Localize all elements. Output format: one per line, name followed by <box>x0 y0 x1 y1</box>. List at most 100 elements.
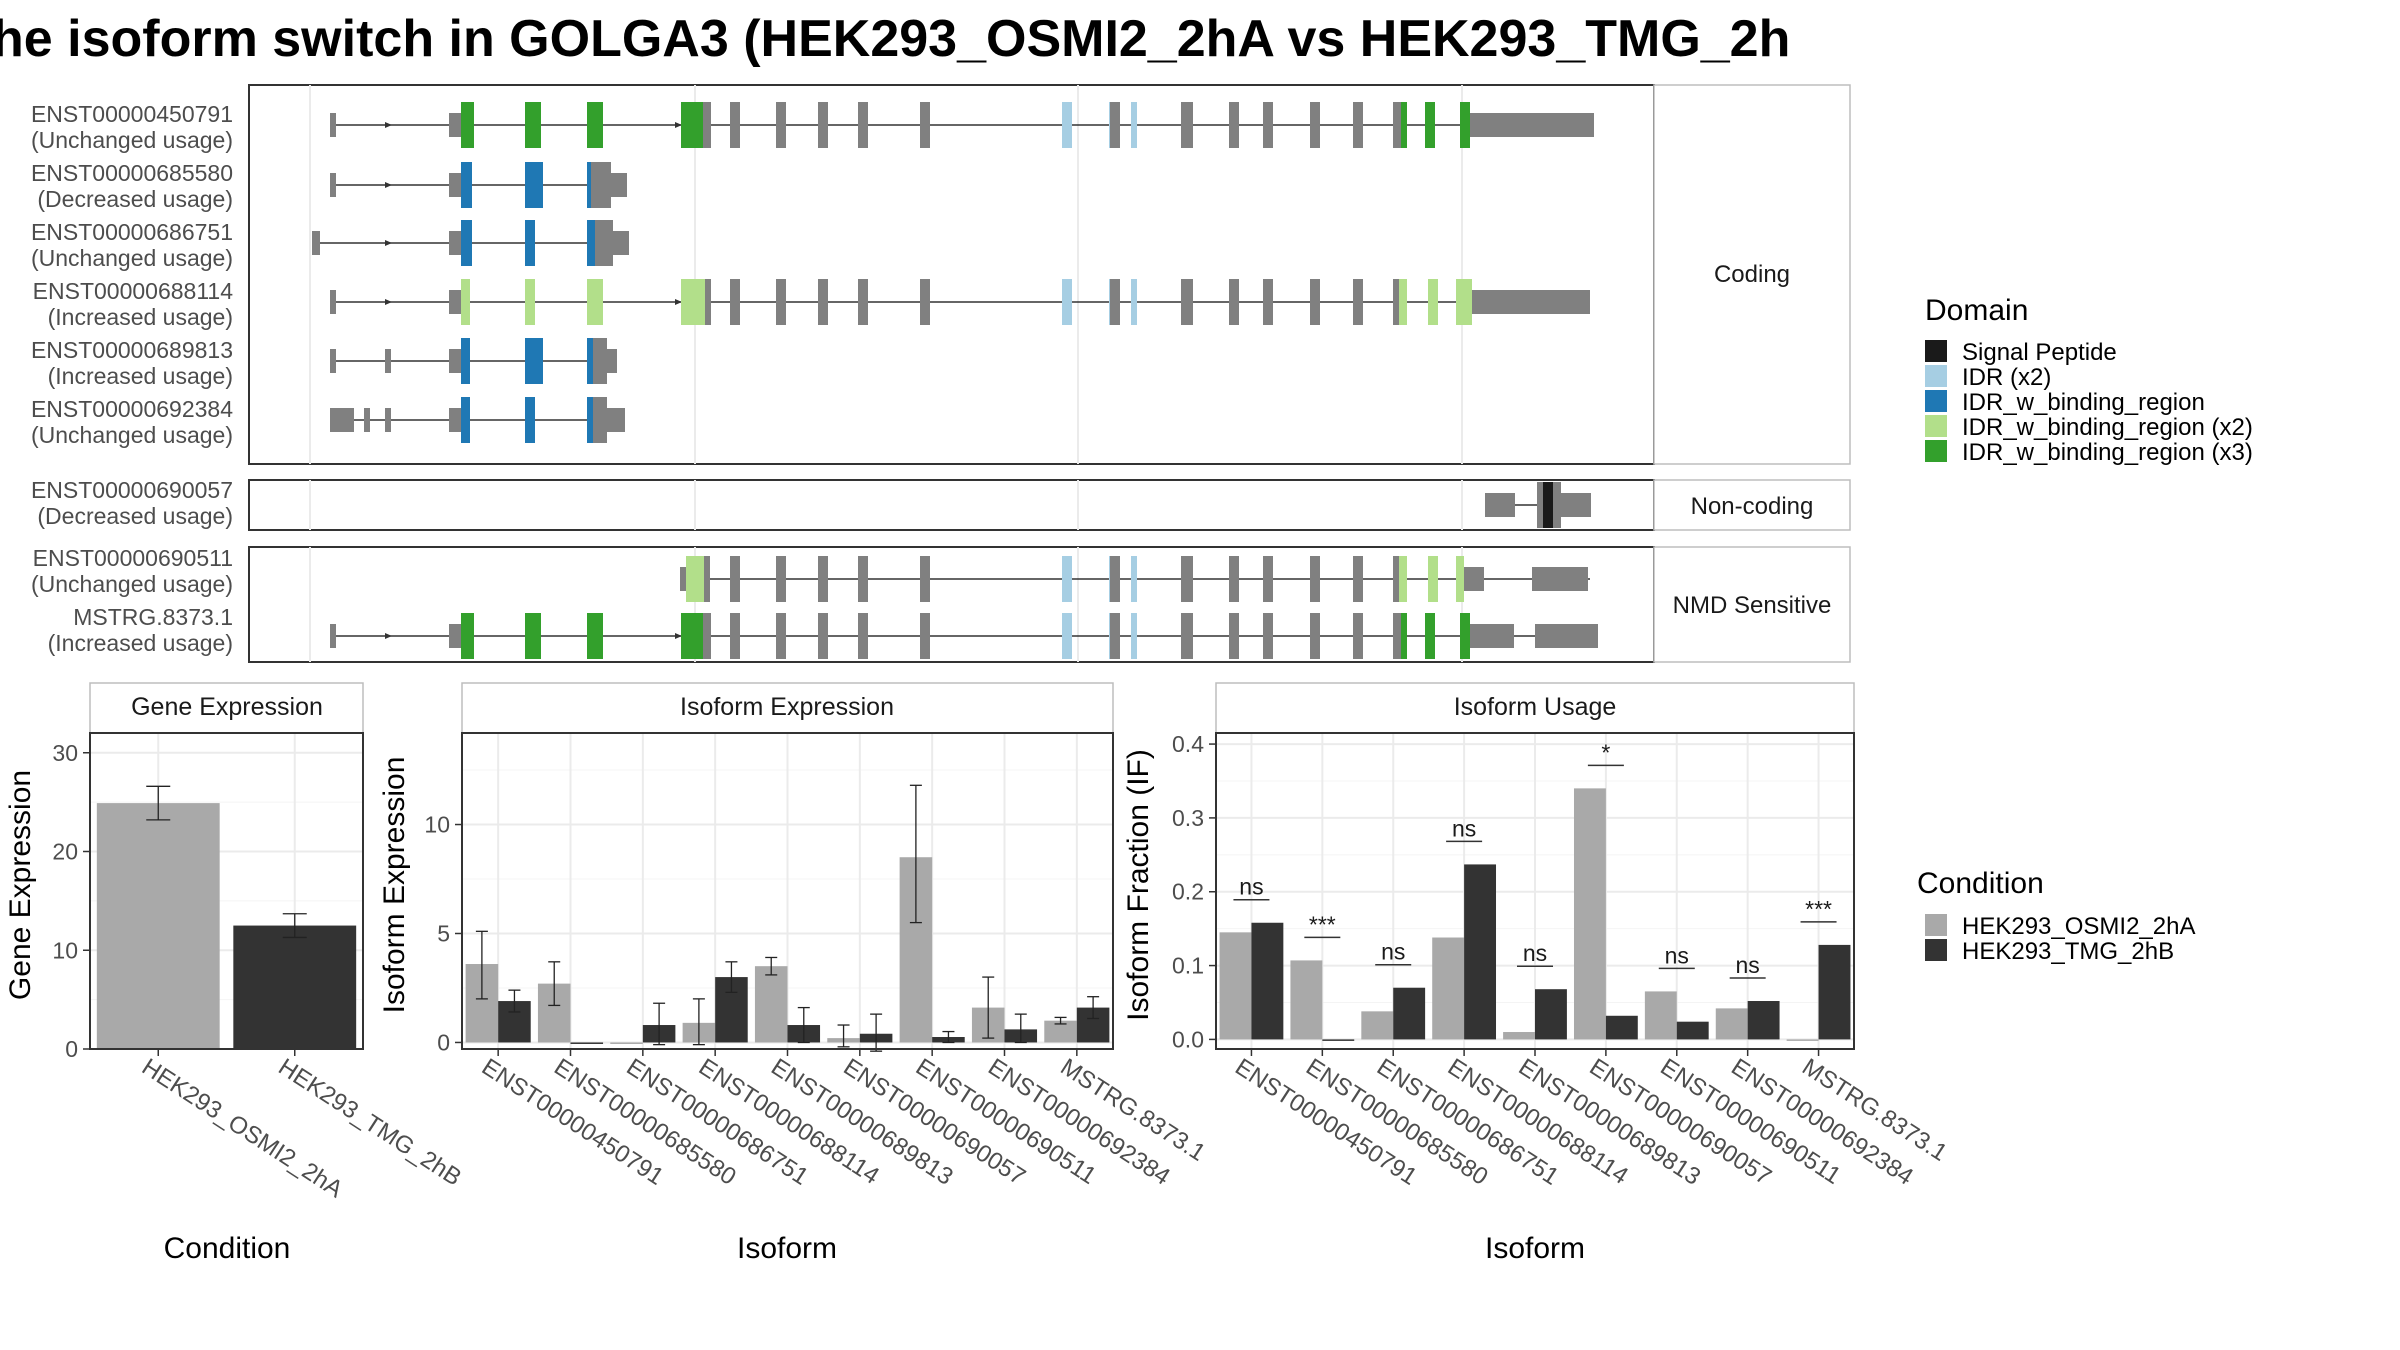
exon <box>607 408 625 432</box>
panel-strip-label: Isoform Usage <box>1454 693 1617 721</box>
exon <box>607 349 617 373</box>
exon <box>858 102 868 148</box>
exon <box>730 613 740 659</box>
exon <box>1263 279 1273 325</box>
exon <box>920 279 930 325</box>
domain-segment <box>525 338 543 384</box>
transcript-id: ENST00000450791 <box>31 101 233 127</box>
exon <box>613 231 629 255</box>
facet-label-nmd: NMD Sensitive <box>1673 592 1832 619</box>
bars <box>1219 788 1851 1041</box>
y-tick-label: 0.0 <box>1172 1026 1204 1052</box>
legend-label: IDR (x2) <box>1962 364 2051 391</box>
exon <box>818 102 828 148</box>
bar <box>1573 788 1606 1040</box>
transcript-structure <box>680 556 1590 602</box>
exon <box>1263 556 1273 602</box>
bar <box>1464 864 1497 1040</box>
legend-label: HEK293_TMG_2hB <box>1962 938 2174 965</box>
domain-segment <box>1456 279 1472 325</box>
domain-segment <box>1131 279 1137 325</box>
exon <box>730 279 740 325</box>
exon <box>858 613 868 659</box>
exon <box>1310 556 1320 602</box>
legend-label: HEK293_OSMI2_2hA <box>1962 913 2195 940</box>
exon <box>1110 556 1120 602</box>
exon <box>920 556 930 602</box>
exon <box>1229 102 1239 148</box>
exon <box>1472 290 1590 314</box>
exon <box>1310 279 1320 325</box>
exon <box>920 102 930 148</box>
exon <box>330 173 336 197</box>
y-axis-title: Isoform Fraction (IF) <box>1122 749 1155 1021</box>
exon <box>1353 102 1363 148</box>
domain-segment <box>461 338 470 384</box>
condition-legend: Condition HEK293_OSMI2_2hA HEK293_TMG_2h… <box>1917 867 2195 965</box>
domain-legend: Domain Signal Peptide IDR (x2) IDR_w_bin… <box>1925 294 2253 466</box>
significance-label: ns <box>1736 952 1760 978</box>
panel-strip-label: Isoform Expression <box>680 693 894 721</box>
significance-label: ns <box>1381 939 1405 965</box>
significance-label: ns <box>1239 874 1263 900</box>
exon <box>1263 613 1273 659</box>
domain-segment <box>681 613 703 659</box>
exon <box>593 397 607 443</box>
domain-segment <box>587 162 591 208</box>
transcript-usage: (Unchanged usage) <box>31 422 233 448</box>
domain-segment <box>525 279 535 325</box>
transcript-labels: ENST00000450791 (Unchanged usage) ENST00… <box>31 101 233 656</box>
exon <box>449 173 461 197</box>
domain-segment <box>1460 613 1470 659</box>
x-axis: ENST00000450791ENST00000685580ENST000006… <box>1230 1049 1952 1191</box>
transcript-id: ENST00000688114 <box>33 278 234 304</box>
bar <box>233 925 357 1049</box>
significance-label: ns <box>1523 940 1547 966</box>
exon <box>1310 613 1320 659</box>
exon <box>1181 613 1193 659</box>
significance-label: * <box>1601 739 1610 765</box>
structure-gridlines <box>309 85 1463 662</box>
domain-legend-title: Domain <box>1925 294 2028 327</box>
strand-arrow <box>385 122 392 128</box>
exon <box>1470 624 1514 648</box>
domain-segment <box>681 102 703 148</box>
significance-label: ns <box>1665 942 1689 968</box>
exon <box>611 173 627 197</box>
domain-segment <box>525 220 535 266</box>
facet-label-noncoding: Non-coding <box>1691 493 1814 520</box>
plot-title: he isoform switch in GOLGA3 (HEK293_OSMI… <box>0 10 1790 68</box>
exon <box>595 220 613 266</box>
bar <box>1361 1011 1394 1040</box>
structure-facet-coding: Coding <box>248 84 1851 465</box>
domain-segment <box>461 162 472 208</box>
bar <box>1818 944 1851 1040</box>
strand-arrow <box>385 240 392 246</box>
exon <box>818 613 828 659</box>
domain-segment <box>587 338 593 384</box>
gene-expression-panel: Condition Gene Expression Gene Expressio… <box>4 682 466 1265</box>
strand-arrow <box>385 633 392 639</box>
transcript-id: ENST00000690511 <box>33 545 233 571</box>
exon <box>1110 613 1120 659</box>
domain-segment <box>1062 279 1072 325</box>
isoform-usage-panel: Isoform Isoform Fraction (IF) Isoform Us… <box>1122 682 1952 1265</box>
exon <box>1485 493 1515 517</box>
exon <box>858 556 868 602</box>
bar <box>1676 1021 1709 1040</box>
exon <box>330 349 336 373</box>
exon <box>704 556 710 602</box>
domain-segment <box>1399 279 1407 325</box>
y-tick-label: 10 <box>52 937 78 963</box>
strand-arrow <box>675 633 682 639</box>
domain-segment <box>461 613 474 659</box>
transcript-usage: (Decreased usage) <box>37 186 233 212</box>
exon <box>1532 567 1588 591</box>
exon <box>449 624 461 648</box>
domain-segment <box>1062 102 1072 148</box>
transcript-id: ENST00000685580 <box>31 160 233 186</box>
exon <box>920 613 930 659</box>
domain-segment <box>525 162 543 208</box>
